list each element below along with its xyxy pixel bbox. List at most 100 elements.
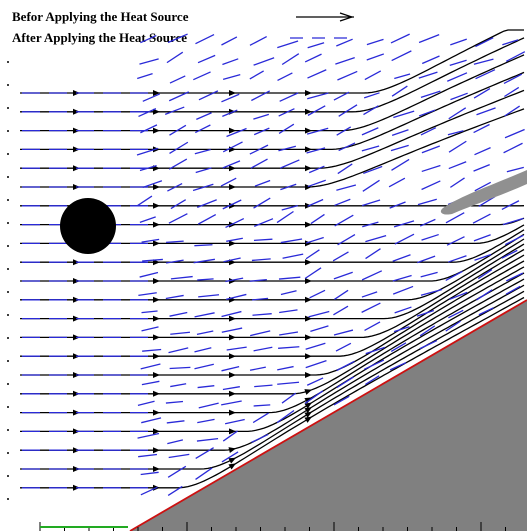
flow-arrow-icon bbox=[153, 90, 160, 96]
velocity-vector bbox=[448, 107, 467, 120]
velocity-vector bbox=[332, 251, 349, 262]
flow-arrow-icon bbox=[304, 411, 312, 418]
flow-arrow-icon bbox=[229, 409, 236, 416]
velocity-vector bbox=[140, 124, 158, 134]
velocity-vector bbox=[307, 179, 326, 188]
legend-after-label: After Applying the Heat Source bbox=[12, 30, 187, 45]
flow-arrow-icon bbox=[305, 278, 312, 284]
flow-arrow-icon bbox=[153, 334, 160, 341]
flow-arrow-icon bbox=[153, 409, 160, 416]
flow-arrow-icon bbox=[229, 353, 236, 360]
velocity-vector bbox=[251, 433, 269, 443]
flow-arrow-icon bbox=[153, 221, 160, 228]
velocity-vector bbox=[447, 130, 464, 136]
velocity-vector bbox=[225, 217, 245, 229]
velocity-vector bbox=[306, 147, 326, 154]
velocity-vector bbox=[445, 320, 461, 332]
velocity-vector bbox=[364, 375, 380, 386]
flow-arrow-icon bbox=[305, 240, 312, 247]
velocity-vector bbox=[364, 321, 381, 331]
velocity-vector bbox=[198, 90, 219, 101]
velocity-vector bbox=[419, 339, 438, 350]
velocity-vector bbox=[333, 329, 354, 336]
velocity-vector bbox=[306, 377, 324, 386]
velocity-vector bbox=[195, 467, 213, 480]
velocity-vector bbox=[221, 36, 238, 46]
flow-arrow-icon bbox=[229, 202, 236, 209]
flow-arrow-icon bbox=[305, 108, 312, 115]
velocity-vector bbox=[253, 218, 274, 227]
velocity-vector bbox=[421, 145, 441, 154]
velocity-vector bbox=[361, 270, 383, 281]
heat-source-circle bbox=[60, 198, 116, 254]
flow-arrow-icon bbox=[229, 184, 236, 190]
velocity-vector bbox=[280, 183, 297, 191]
velocity-vector bbox=[391, 158, 410, 171]
velocity-vector bbox=[222, 73, 241, 81]
velocity-vector bbox=[196, 199, 217, 208]
velocity-vector bbox=[421, 164, 441, 173]
flow-arrow-icon bbox=[229, 90, 236, 96]
velocity-vector bbox=[141, 326, 159, 332]
velocity-vector bbox=[138, 292, 157, 296]
velocity-vector bbox=[336, 360, 355, 372]
velocity-vector bbox=[473, 234, 491, 242]
velocity-vector bbox=[164, 106, 185, 115]
velocity-vector bbox=[308, 310, 330, 318]
flow-arrow-icon bbox=[229, 334, 236, 341]
velocity-vector bbox=[450, 92, 468, 101]
velocity-vector bbox=[223, 257, 241, 263]
velocity-vector bbox=[276, 210, 294, 224]
velocity-vector bbox=[195, 167, 212, 174]
velocity-vector bbox=[504, 128, 525, 139]
velocity-vector bbox=[139, 216, 156, 224]
velocity-vector bbox=[418, 34, 440, 44]
velocity-vector bbox=[281, 204, 298, 211]
flow-arrow-icon bbox=[229, 372, 236, 378]
velocity-vector bbox=[306, 127, 329, 135]
velocity-vector bbox=[222, 160, 241, 169]
boundary-dot bbox=[7, 199, 9, 201]
velocity-vector bbox=[363, 92, 380, 99]
flow-arrow-icon bbox=[305, 296, 312, 303]
velocity-vector bbox=[197, 385, 215, 389]
velocity-vector bbox=[417, 255, 436, 264]
velocity-vector bbox=[478, 196, 496, 207]
velocity-vector bbox=[420, 271, 438, 278]
velocity-vector bbox=[251, 297, 269, 301]
velocity-vectors-after bbox=[22, 33, 526, 497]
velocity-vector bbox=[166, 51, 184, 64]
velocity-vector bbox=[416, 309, 434, 317]
velocity-vector bbox=[249, 278, 267, 282]
velocity-vector bbox=[365, 234, 387, 243]
velocity-vector bbox=[278, 108, 295, 117]
flow-arrow-icon bbox=[229, 165, 236, 172]
velocity-vector bbox=[169, 366, 191, 370]
velocity-vector bbox=[476, 289, 493, 301]
velocity-vector bbox=[418, 71, 438, 79]
velocity-vector bbox=[502, 39, 519, 46]
velocity-vector bbox=[195, 34, 215, 45]
velocity-vector bbox=[421, 55, 440, 65]
velocity-vector bbox=[221, 310, 242, 318]
velocity-vector bbox=[166, 420, 185, 424]
velocity-vector bbox=[194, 312, 215, 318]
velocity-vector bbox=[448, 161, 467, 170]
streamline-before bbox=[20, 37, 525, 113]
velocity-vector bbox=[249, 144, 269, 155]
velocity-vector bbox=[421, 233, 439, 241]
flow-arrow-icon bbox=[305, 165, 312, 172]
velocity-vector bbox=[280, 290, 297, 296]
velocity-vector bbox=[505, 285, 521, 295]
velocity-vector bbox=[142, 180, 163, 189]
velocity-vector bbox=[333, 395, 350, 406]
velocity-vector bbox=[169, 75, 186, 84]
velocity-vector bbox=[474, 181, 492, 192]
velocity-vector bbox=[392, 254, 411, 262]
velocity-vector bbox=[225, 277, 244, 283]
velocity-vector bbox=[280, 159, 300, 169]
flow-arrow-icon bbox=[229, 278, 236, 284]
velocity-vector bbox=[337, 234, 356, 246]
velocity-vector bbox=[501, 249, 518, 259]
